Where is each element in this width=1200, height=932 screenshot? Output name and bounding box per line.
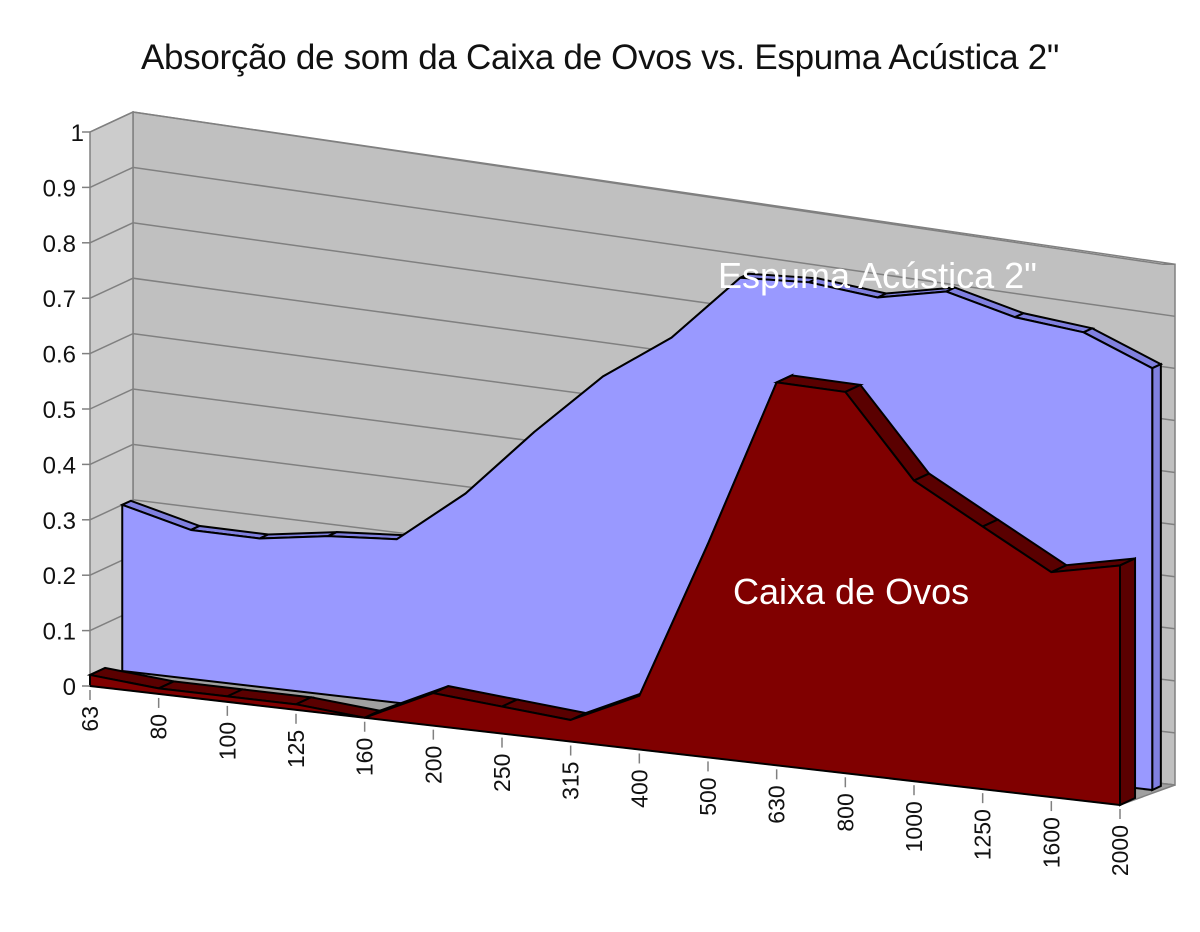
x-tick-label: 63 [77, 706, 103, 732]
x-tick-label: 500 [695, 777, 721, 815]
y-tick-label: 0.6 [43, 342, 76, 369]
y-tick-label: 0.9 [43, 175, 76, 202]
x-tick-label: 315 [558, 762, 584, 800]
x-tick-label: 250 [489, 754, 515, 792]
y-tick-label: 0.2 [43, 563, 76, 590]
x-tick-label: 100 [214, 722, 240, 760]
y-tick-label: 0.5 [43, 397, 76, 424]
y-tick-label: 0 [63, 674, 76, 701]
caixa-series-area [89, 381, 1121, 806]
caixa-series-end [1119, 556, 1137, 807]
x-tick-label: 200 [420, 746, 446, 784]
gridline [89, 111, 1176, 265]
y-tick-label: 0.1 [43, 619, 76, 646]
x-tick-label: 630 [764, 785, 790, 823]
espuma-series-end [1151, 362, 1162, 792]
caixa-label: Caixa de Ovos [733, 571, 969, 612]
chart-title: Absorção de som da Caixa de Ovos vs. Esp… [140, 38, 1060, 77]
espuma-label: Espuma Acústica 2" [718, 255, 1037, 296]
x-tick-label: 80 [146, 714, 172, 740]
x-tick-label: 1250 [970, 809, 996, 860]
x-tick-label: 1000 [901, 801, 927, 852]
x-tick-label: 160 [352, 738, 378, 776]
x-tick-label: 400 [626, 769, 652, 807]
y-tick-label: 0.3 [43, 508, 76, 535]
x-tick-label: 1600 [1038, 817, 1064, 868]
y-tick-label: 0.7 [43, 286, 76, 313]
y-tick-label: 0.4 [43, 452, 76, 479]
x-tick-label: 125 [283, 730, 309, 768]
x-tick-label: 800 [832, 793, 858, 831]
y-tick-label: 0.8 [43, 231, 76, 258]
y-tick-label: 1 [71, 120, 84, 147]
x-tick-label: 2000 [1107, 825, 1133, 876]
gridline [89, 166, 1176, 318]
